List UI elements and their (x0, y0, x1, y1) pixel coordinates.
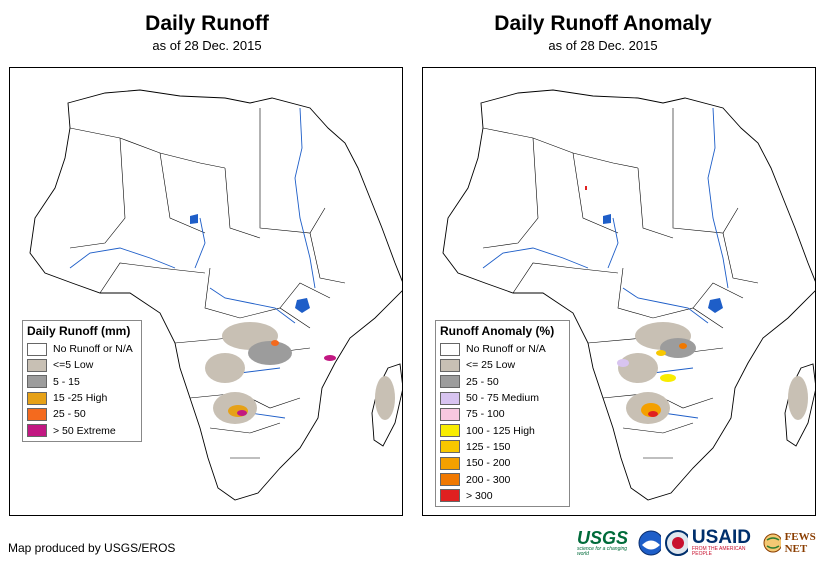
legend-swatch (440, 489, 460, 503)
africa-anomaly-map (442, 89, 815, 501)
legend-label: 200 - 300 (466, 473, 511, 486)
legend-swatch (27, 342, 47, 356)
legend-swatch (440, 440, 460, 454)
legend-item: 5 - 15 (27, 374, 137, 390)
legend-item: > 300 (440, 488, 565, 504)
legend-label: > 300 (466, 489, 493, 502)
legend-swatch (440, 473, 460, 487)
legend-item: 25 - 50 (27, 406, 137, 422)
legend-item: <= 25 Low (440, 357, 565, 373)
left-map-panel: Daily Runoff (mm) No Runoff or N/A <=5 L… (9, 67, 403, 516)
noaa-logo-icon (638, 530, 661, 555)
legend-item: 25 - 50 (440, 374, 565, 390)
anomaly-patches (585, 186, 808, 424)
legend-item: 200 - 300 (440, 471, 565, 487)
right-map-title: Daily Runoff Anomaly (494, 12, 712, 35)
legend-label: <= 25 Low (466, 359, 516, 372)
legend-swatch (440, 375, 460, 389)
legend-item: 150 - 200 (440, 455, 565, 471)
legend-label: <=5 Low (53, 359, 94, 372)
lake-chad (603, 214, 611, 224)
usgs-logo: USGS science for a changing world (577, 527, 629, 557)
legend-swatch (440, 424, 460, 438)
legend-label: 25 - 50 (53, 408, 86, 421)
runoff-patches (205, 322, 395, 424)
africa-runoff-map (29, 89, 402, 501)
legend-label: No Runoff or N/A (53, 343, 133, 356)
left-map-legend: Daily Runoff (mm) No Runoff or N/A <=5 L… (22, 320, 142, 442)
left-map-subtitle: as of 28 Dec. 2015 (152, 38, 262, 53)
right-map-panel: Runoff Anomaly (%) No Runoff or N/A <= 2… (422, 67, 816, 516)
legend-swatch (27, 407, 47, 421)
africa-outline (442, 89, 815, 501)
usaid-logo: USAID FROM THE AMERICAN PEOPLE (691, 527, 752, 557)
lake-victoria (708, 298, 723, 313)
legend-swatch (440, 391, 460, 405)
fewsnet-globe-icon (763, 533, 781, 552)
usaid-seal-icon (664, 529, 688, 556)
lake-victoria (295, 298, 310, 313)
legend-label: > 50 Extreme (53, 424, 116, 437)
legend-swatch (27, 424, 47, 438)
legend-label: 75 - 100 (466, 408, 505, 421)
legend-swatch (27, 375, 47, 389)
legend-swatch (440, 358, 460, 372)
legend-item: 15 -25 High (27, 390, 137, 406)
legend-item: 125 - 150 (440, 439, 565, 455)
left-map-title: Daily Runoff (145, 12, 269, 35)
legend-item: No Runoff or N/A (440, 341, 565, 357)
fewsnet-logo: FEWS NET (784, 530, 816, 555)
legend-label: 100 - 125 High (466, 424, 535, 437)
agency-logos: USGS science for a changing world USAID … (577, 528, 835, 557)
legend-item: <=5 Low (27, 357, 137, 373)
lake-chad (190, 214, 198, 224)
legend-title: Runoff Anomaly (%) (440, 324, 555, 338)
legend-item: No Runoff or N/A (27, 341, 137, 357)
legend-swatch (440, 342, 460, 356)
legend-item: 75 - 100 (440, 406, 565, 422)
legend-swatch (27, 391, 47, 405)
legend-item: 100 - 125 High (440, 422, 565, 438)
legend-label: 15 -25 High (53, 392, 108, 405)
legend-swatch (27, 358, 47, 372)
legend-label: 150 - 200 (466, 457, 511, 470)
africa-outline (29, 89, 402, 501)
legend-label: 50 - 75 Medium (466, 392, 539, 405)
legend-swatch (440, 456, 460, 470)
legend-label: 5 - 15 (53, 375, 80, 388)
right-map-legend: Runoff Anomaly (%) No Runoff or N/A <= 2… (435, 320, 570, 507)
legend-item: > 50 Extreme (27, 422, 137, 438)
legend-title: Daily Runoff (mm) (27, 324, 131, 338)
legend-label: 125 - 150 (466, 440, 511, 453)
legend-label: No Runoff or N/A (466, 343, 546, 356)
legend-swatch (440, 407, 460, 421)
legend-label: 25 - 50 (466, 375, 499, 388)
right-map-subtitle: as of 28 Dec. 2015 (548, 38, 658, 53)
map-credit: Map produced by USGS/EROS (8, 541, 176, 555)
legend-item: 50 - 75 Medium (440, 390, 565, 406)
